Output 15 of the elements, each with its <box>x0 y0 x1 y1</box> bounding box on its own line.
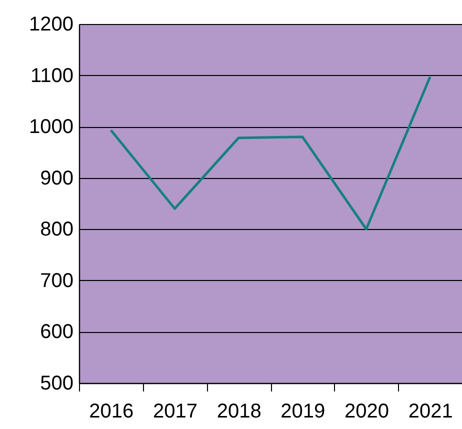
y-tick-label: 1100 <box>30 64 74 87</box>
y-tick-label: 900 <box>40 167 74 190</box>
x-tick-label: 2020 <box>344 400 389 422</box>
line-series <box>110 76 432 230</box>
y-tick-label: 800 <box>40 218 74 241</box>
y-tick-label: 600 <box>40 321 74 344</box>
y-tick-label: 700 <box>40 270 74 292</box>
y-tick-label: 1200 <box>29 14 74 36</box>
x-tick-label: 2018 <box>216 400 262 422</box>
y-tick-label: 1000 <box>29 116 74 138</box>
x-tick-label: 2017 <box>153 400 198 422</box>
x-tick-label: 2016 <box>89 400 134 422</box>
x-tick-label: 2019 <box>280 400 326 422</box>
x-tick-label: 2021 <box>408 400 453 422</box>
y-tick-label: 500 <box>40 372 74 394</box>
